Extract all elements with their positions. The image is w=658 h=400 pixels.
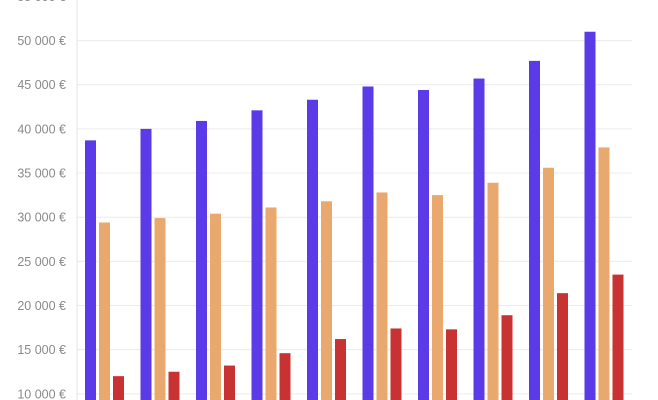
bar-series-1-item-6[interactable] (362, 86, 374, 400)
grid-layer (77, 40, 632, 395)
bar-series-2-item-4[interactable] (265, 207, 277, 400)
y-axis: 10 000 € 15 000 € 20 000 € 25 000 € 30 000 €… (17, 0, 78, 400)
bar-series-3-item-6[interactable] (390, 328, 402, 400)
bar-series-3-item-2[interactable] (168, 371, 180, 400)
bar-series-3-item-10[interactable] (612, 274, 624, 400)
bar-series-1-item-4[interactable] (251, 110, 263, 400)
y-tick-label: 35 000 € (17, 167, 66, 181)
bar-series-3-item-5[interactable] (335, 339, 346, 400)
y-tick-label: 20 000 € (17, 299, 66, 313)
bar-series-3-item-7[interactable] (446, 329, 457, 400)
bar-series-3-item-1[interactable] (113, 376, 124, 400)
bar-series-1-item-3[interactable] (196, 120, 207, 400)
y-tick-label: 55 000 € (17, 0, 66, 4)
bar-series-2-item-8[interactable] (487, 182, 499, 400)
y-tick-label: 15 000 € (17, 343, 66, 357)
bar-series-2-item-10[interactable] (598, 147, 610, 400)
y-tick-label: 30 000 € (17, 211, 66, 225)
bar-series-1-item-1[interactable] (85, 140, 96, 400)
bar-series-2-item-3[interactable] (210, 213, 221, 400)
bar-series-2-item-1[interactable] (99, 222, 110, 400)
y-tick-label: 50 000 € (17, 34, 66, 48)
y-tick-label: 25 000 € (17, 255, 66, 269)
bar-series-2-item-2[interactable] (154, 218, 166, 400)
bar-series-2-item-9[interactable] (543, 167, 554, 400)
bar-series-3-item-8[interactable] (501, 315, 513, 400)
y-tick-label: 40 000 € (17, 122, 66, 136)
bar-series-2-item-7[interactable] (432, 195, 443, 400)
y-tick-label: 45 000 € (17, 78, 66, 92)
bar-series-1-item-7[interactable] (418, 90, 429, 400)
bar-series-1-item-2[interactable] (140, 128, 152, 400)
bar-series-3-item-4[interactable] (279, 353, 291, 400)
bar-series-1-item-8[interactable] (473, 78, 485, 400)
bar-series-1-item-5[interactable] (307, 99, 318, 400)
bar-series-1-item-9[interactable] (529, 60, 540, 400)
bar-series-2-item-6[interactable] (376, 192, 388, 400)
y-tick-label: 10 000 € (17, 387, 66, 400)
bar-series-3-item-9[interactable] (557, 293, 568, 400)
bars-layer (85, 31, 624, 400)
bar-series-1-item-10[interactable] (584, 31, 596, 400)
bar-series-2-item-5[interactable] (321, 201, 332, 400)
bar-series-3-item-3[interactable] (224, 365, 235, 400)
